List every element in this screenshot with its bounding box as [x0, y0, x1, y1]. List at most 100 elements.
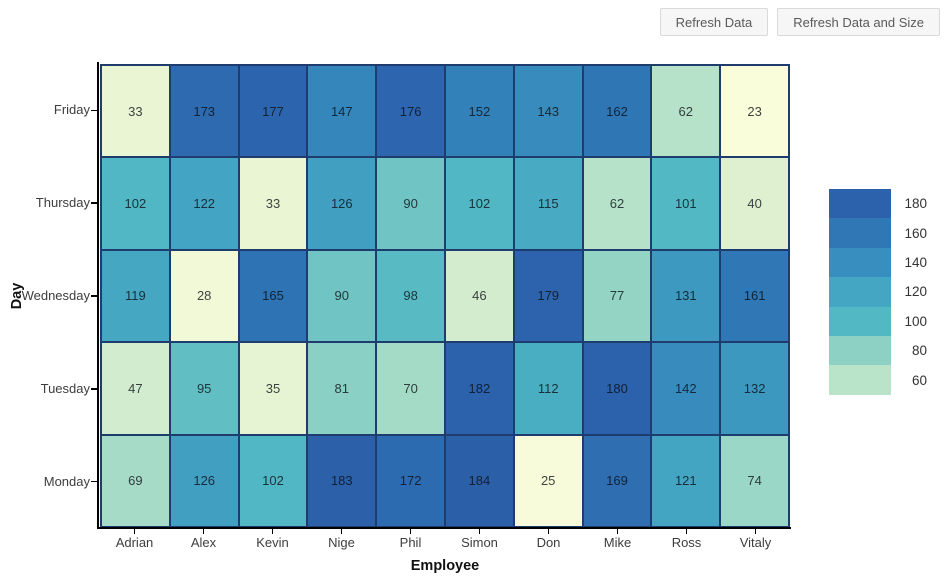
heatmap-cell: 40: [721, 158, 788, 249]
legend-label: 80: [911, 343, 927, 359]
x-tick-label: Mike: [603, 535, 632, 550]
heatmap-cell: 179: [514, 250, 582, 342]
heatmap-cell: 182: [446, 343, 513, 434]
x-tick-label: Nige: [328, 535, 355, 550]
heatmap-cell: 47: [102, 343, 169, 434]
heatmap-cell: 74: [721, 435, 788, 526]
heatmap-cell: 162: [583, 66, 651, 157]
heatmap-cell: 142: [652, 343, 720, 434]
heatmap-cell: 33: [239, 158, 307, 249]
heatmap-cell: 180: [583, 343, 651, 434]
heatmap-cell: 102: [102, 158, 169, 249]
y-tick-mark: [91, 480, 97, 483]
heatmap-cell: 173: [170, 66, 238, 157]
y-tick-label: Friday: [53, 102, 90, 118]
legend-entry: 160: [829, 218, 927, 248]
heatmap-cell: 62: [583, 158, 651, 249]
legend-label: 60: [911, 372, 927, 388]
x-axis-line: [97, 527, 791, 529]
heatmap-cell: 131: [652, 250, 720, 342]
y-tick-label: Tuesday: [40, 380, 90, 396]
legend-swatch: [829, 218, 891, 248]
heatmap-cell: 81: [308, 343, 376, 434]
x-tick-mark: [340, 529, 343, 534]
x-tick-label: Vitaly: [739, 535, 772, 550]
legend-entry: 180: [829, 189, 927, 219]
y-tick-label: Thursday: [35, 195, 90, 211]
heatmap-cell: 98: [377, 250, 444, 342]
y-axis-line: [97, 62, 99, 529]
heatmap-cell: 115: [514, 158, 582, 249]
heatmap-cell: 69: [102, 435, 169, 526]
x-tick-label: Kevin: [256, 535, 289, 550]
y-tick-mark: [91, 388, 97, 390]
x-tick-label: Phil: [399, 535, 422, 550]
heatmap-cell: 77: [583, 250, 651, 342]
x-tick-mark: [133, 529, 136, 534]
legend-label: 100: [904, 313, 927, 329]
y-tick-label: Monday: [43, 473, 90, 489]
heatmap-cell: 165: [239, 250, 307, 342]
legend-label: 160: [904, 225, 927, 241]
refresh-data-and-size-button[interactable]: Refresh Data and Size: [777, 8, 940, 36]
legend-swatch: [829, 306, 891, 336]
heatmap-cell: 119: [102, 250, 169, 342]
x-tick-mark: [754, 529, 757, 534]
x-tick-mark: [271, 529, 274, 534]
heatmap-cell: 176: [377, 66, 444, 157]
x-tick-label: Ross: [671, 535, 702, 550]
legend-swatch: [829, 189, 891, 219]
heatmap-cell: 126: [308, 158, 376, 249]
heatmap-cell: 102: [446, 158, 513, 249]
y-tick-mark: [91, 109, 97, 112]
heatmap-cell: 33: [102, 66, 169, 157]
heatmap-cell: 152: [446, 66, 513, 157]
y-tick-mark: [91, 202, 97, 204]
heatmap-cell: 169: [583, 435, 651, 526]
heatmap-cell: 147: [308, 66, 376, 157]
heatmap-cell: 183: [308, 435, 376, 526]
heatmap-cell: 90: [308, 250, 376, 342]
heatmap-cell: 161: [721, 250, 788, 342]
legend-swatch: [829, 335, 891, 366]
y-tick-label: Wednesday: [21, 288, 90, 303]
legend-entry: 100: [829, 306, 927, 336]
x-tick-label: Alex: [190, 535, 217, 550]
heatmap-cell: 90: [377, 158, 444, 249]
heatmap-cell: 102: [239, 435, 307, 526]
legend-swatch: [829, 365, 891, 395]
legend-swatch: [829, 277, 891, 307]
heatmap-cell: 172: [377, 435, 444, 526]
heatmap-cell: 112: [514, 343, 582, 434]
heatmap-cell: 121: [652, 435, 720, 526]
heatmap-cell: 95: [170, 343, 238, 434]
heatmap-cell: 35: [239, 343, 307, 434]
heatmap-cell: 122: [170, 158, 238, 249]
heatmap-cell: 70: [377, 343, 444, 434]
x-tick-mark: [409, 529, 412, 534]
toolbar: Refresh Data Refresh Data and Size: [659, 8, 940, 36]
legend-entry: 60: [829, 365, 927, 395]
legend-swatch: [829, 247, 891, 278]
color-legend: 180 160 140 120 100 80 60: [829, 189, 927, 395]
heatmap-cell: 143: [514, 66, 582, 157]
x-tick-label: Don: [536, 535, 561, 550]
heatmap-cell: 23: [721, 66, 788, 157]
refresh-data-button[interactable]: Refresh Data: [659, 8, 769, 36]
legend-entry: 120: [829, 277, 927, 307]
heatmap-cell: 62: [652, 66, 720, 157]
heatmap-cell: 177: [239, 66, 307, 157]
x-tick-mark: [616, 529, 619, 534]
legend-label: 120: [904, 284, 927, 300]
legend-label: 180: [904, 196, 927, 212]
heatmap-cell: 25: [514, 435, 582, 526]
legend-entry: 140: [829, 247, 927, 278]
heatmap-cell: 101: [652, 158, 720, 249]
x-tick-mark: [478, 529, 481, 534]
x-tick-mark: [685, 529, 688, 534]
heatmap-cell: 132: [721, 343, 788, 434]
legend-label: 140: [904, 254, 927, 270]
heatmap-cell: 46: [446, 250, 513, 342]
